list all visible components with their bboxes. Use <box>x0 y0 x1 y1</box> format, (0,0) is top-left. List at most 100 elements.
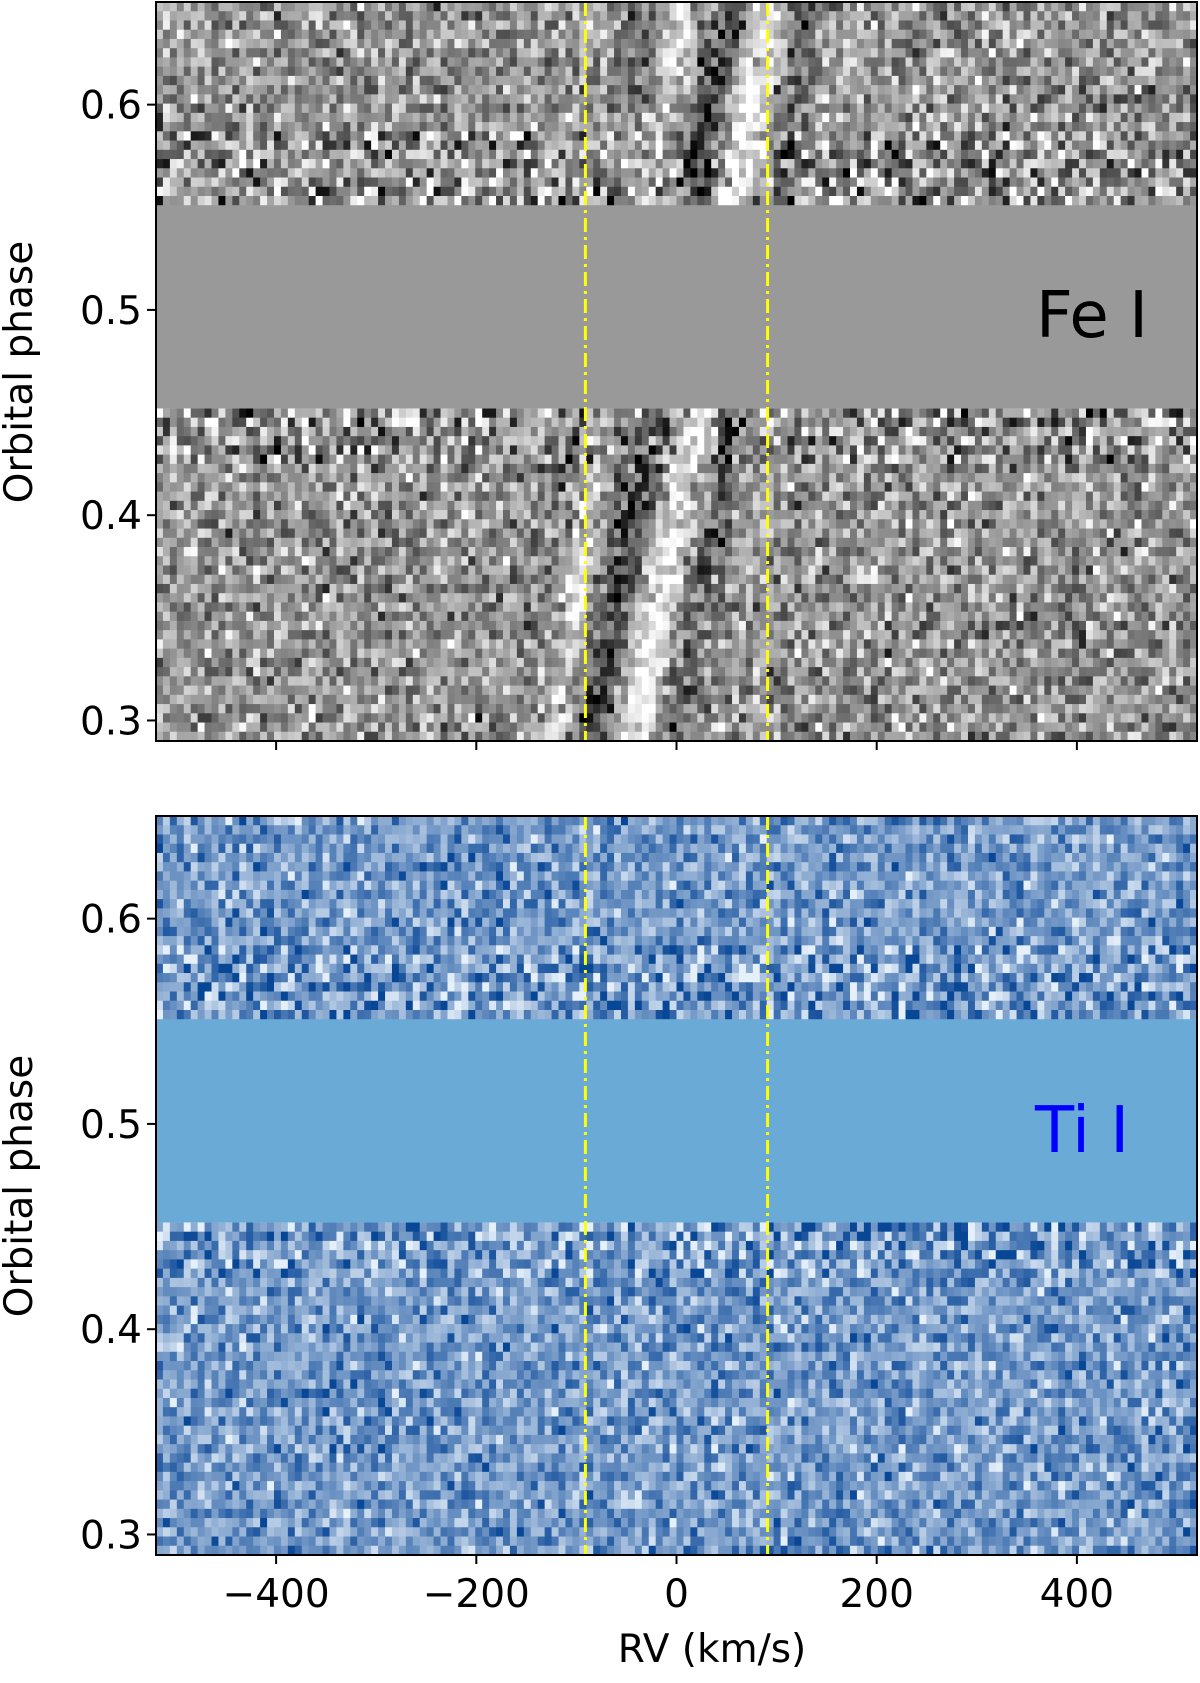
heatmap-cell <box>385 168 393 179</box>
heatmap-cell <box>634 2 643 12</box>
heatmap-cell <box>176 426 185 437</box>
heatmap-cell <box>974 482 983 493</box>
heatmap-cell <box>1079 159 1087 169</box>
heatmap-cell <box>947 482 955 493</box>
heatmap-cell <box>190 29 199 40</box>
heatmap-cell <box>940 195 948 206</box>
heatmap-cell <box>551 131 560 142</box>
heatmap-cell <box>371 75 379 86</box>
heatmap-field <box>156 2 1197 741</box>
heatmap-cell <box>669 85 678 95</box>
heatmap-cell <box>176 417 185 428</box>
heatmap-cell <box>655 29 664 40</box>
heatmap-cell <box>391 11 400 22</box>
heatmap-cell <box>1113 186 1122 197</box>
heatmap-cell <box>287 408 296 419</box>
heatmap-cell <box>780 491 789 502</box>
heatmap-cell <box>947 112 955 123</box>
heatmap-cell <box>905 2 914 12</box>
heatmap-cell <box>607 454 615 465</box>
heatmap-cell <box>516 75 525 86</box>
heatmap-cell <box>1176 186 1184 197</box>
heatmap-cell <box>364 11 372 22</box>
heatmap-cell <box>898 454 907 465</box>
heatmap-cell <box>253 38 261 49</box>
heatmap-cell <box>475 94 483 105</box>
heatmap-cell <box>981 168 990 179</box>
heatmap-cell <box>461 500 469 511</box>
heatmap-cell <box>1113 500 1122 511</box>
heatmap-cell <box>787 20 796 31</box>
heatmap-cell <box>1169 2 1177 12</box>
heatmap-cell <box>808 20 816 31</box>
heatmap-cell <box>697 57 705 68</box>
heatmap-cell <box>301 445 310 456</box>
heatmap-cell <box>391 445 400 456</box>
heatmap-cell <box>974 463 983 474</box>
heatmap-cell <box>912 426 920 437</box>
heatmap-cell <box>711 38 719 49</box>
heatmap-cell <box>1092 103 1101 114</box>
heatmap-cell <box>287 500 296 511</box>
heatmap-cell <box>995 122 1004 132</box>
heatmap-cell <box>1169 140 1177 151</box>
heatmap-cell <box>891 159 900 169</box>
heatmap-cell <box>1044 122 1052 132</box>
heatmap-cell <box>607 11 615 22</box>
heatmap-cell <box>641 195 650 206</box>
heatmap-cell <box>329 454 338 465</box>
heatmap-cell <box>447 122 456 132</box>
heatmap-cell <box>419 500 428 511</box>
heatmap-cell <box>1113 57 1122 68</box>
heatmap-cell <box>204 112 213 123</box>
heatmap-cell <box>1106 112 1115 123</box>
heatmap-cell <box>1148 454 1156 465</box>
heatmap-cell <box>1044 75 1052 86</box>
heatmap-cell <box>468 112 476 123</box>
heatmap-cell <box>1051 131 1059 142</box>
heatmap-cell <box>156 417 164 428</box>
heatmap-cell <box>225 103 233 114</box>
heatmap-cell <box>725 408 733 419</box>
heatmap-cell <box>1183 75 1191 86</box>
heatmap-cell <box>725 57 733 68</box>
heatmap-cell <box>468 94 476 105</box>
heatmap-cell <box>336 94 344 105</box>
heatmap-cell <box>440 408 449 419</box>
heatmap-cell <box>877 122 886 132</box>
heatmap-cell <box>509 408 518 419</box>
heatmap-cell <box>725 66 733 77</box>
heatmap-cell <box>558 473 567 483</box>
heatmap-cell <box>961 122 969 132</box>
heatmap-cell <box>496 408 504 419</box>
heatmap-cell <box>204 149 213 160</box>
heatmap-cell <box>856 48 865 59</box>
heatmap-cell <box>1092 112 1101 123</box>
heatmap-cell <box>1092 436 1101 446</box>
heatmap-cell <box>898 20 907 31</box>
heatmap-cell <box>239 436 247 446</box>
heatmap-cell <box>1092 195 1101 206</box>
heatmap-cell <box>648 66 657 77</box>
heatmap-cell <box>912 85 920 95</box>
heatmap-cell <box>1134 66 1143 77</box>
heatmap-cell <box>863 103 872 114</box>
heatmap-cell <box>856 159 865 169</box>
heatmap-cell <box>301 168 310 179</box>
heatmap-cell <box>433 75 442 86</box>
heatmap-cell <box>405 38 414 49</box>
heatmap-cell <box>468 473 476 483</box>
heatmap-cell <box>156 48 164 59</box>
heatmap-cell <box>655 48 664 59</box>
heatmap-cell <box>301 94 310 105</box>
heatmap-cell <box>197 454 206 465</box>
heatmap-cell <box>412 186 421 197</box>
heatmap-cell <box>620 454 629 465</box>
heatmap-cell <box>745 473 754 483</box>
heatmap-cell <box>1044 94 1052 105</box>
heatmap-cell <box>704 177 712 188</box>
heatmap-cell <box>440 510 449 520</box>
heatmap-cell <box>940 159 948 169</box>
heatmap-cell <box>419 103 428 114</box>
heatmap-cell <box>829 177 837 188</box>
